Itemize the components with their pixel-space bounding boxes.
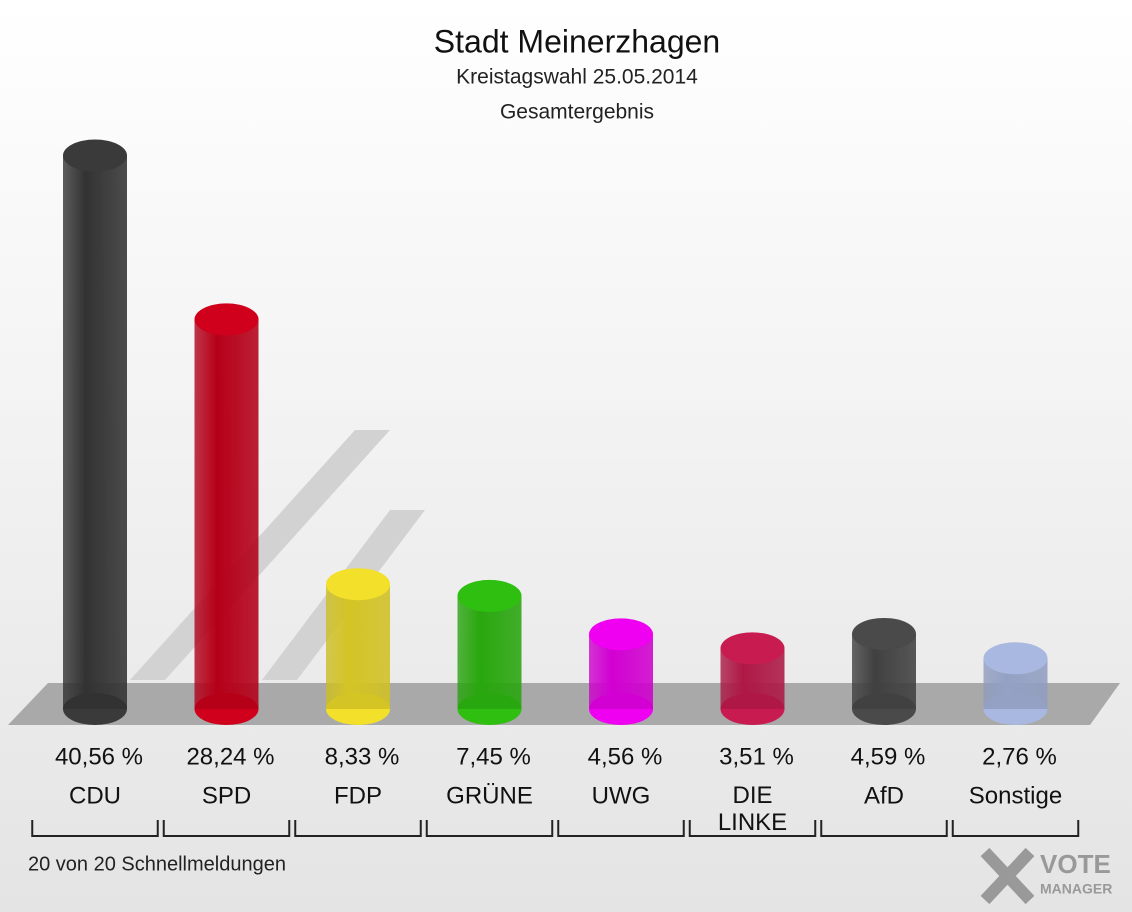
x-tick-label: UWG [592,782,651,809]
logo-text: MANAGER [1040,881,1112,897]
category-bracket [294,820,422,837]
category-bracket [31,820,159,837]
bar [326,584,390,709]
x-tick-label: GRÜNE [446,782,533,809]
category-bracket [425,820,554,837]
bar-top [720,632,785,665]
x-tick-label: DIE LINKE [718,782,787,836]
bar-shade [63,155,127,709]
category-bracket [162,820,291,837]
value-label: 8,33 % [325,743,400,770]
x-tick-label: SPD [202,782,251,809]
value-label: 4,59 % [851,743,926,770]
value-label: 28,24 % [186,743,274,770]
bar-top [983,642,1048,675]
category-bracket [951,820,1080,837]
category-bracket [820,820,948,837]
bar-top [326,568,390,601]
footnote: 20 von 20 Schnellmeldungen [28,853,286,875]
bar [194,319,259,709]
chart-title: Stadt Meinerzhagen [434,23,720,59]
value-label: 7,45 % [456,743,531,770]
bar [457,595,522,709]
logo-text: VOTE [1040,849,1111,879]
chart-subtitle: Gesamtergebnis [500,101,654,124]
category-bracket [557,820,685,837]
floor [8,683,1120,725]
bar-top [852,617,916,650]
bar-top [457,579,522,612]
bar-top [63,139,127,172]
bar-shade [326,584,390,709]
value-label: 3,51 % [719,743,794,770]
x-tick-label: AfD [864,782,904,809]
bar-shade [194,319,259,709]
x-tick-label: CDU [69,782,121,809]
bar-shade [457,595,522,709]
logo: VOTE MANAGER [980,847,1112,905]
value-label: 2,76 % [982,743,1057,770]
logo-mark [980,847,1035,905]
x-tick-label: FDP [334,782,382,809]
bar-top [194,303,259,336]
value-label: 40,56 % [55,743,143,770]
value-label: 4,56 % [588,743,663,770]
x-tick-label: Sonstige [969,782,1062,809]
category-bracket [688,820,817,837]
bar-top [589,618,653,651]
bar [63,155,127,709]
chart-subtitle: Kreistagswahl 25.05.2014 [456,66,698,89]
